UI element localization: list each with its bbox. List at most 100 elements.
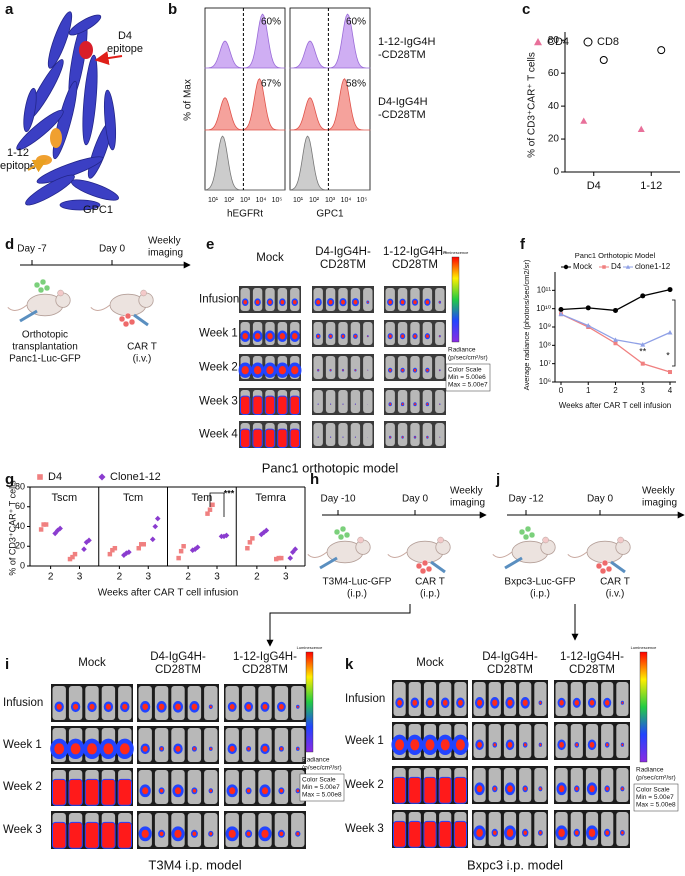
protein-ribbon <box>47 11 73 69</box>
mouse-image <box>534 768 547 802</box>
syringe <box>504 556 523 570</box>
signal <box>56 703 62 710</box>
marker <box>152 523 159 530</box>
mouse-image <box>422 423 433 446</box>
imaging-label: Weekly <box>450 486 483 497</box>
procedure-label: (i.p.) <box>347 589 367 600</box>
signal <box>209 705 212 709</box>
marker <box>667 287 673 293</box>
panel-letter: g <box>5 471 14 488</box>
imaging-label: imaging <box>148 248 183 259</box>
legend-label: -CD28TM <box>378 49 426 61</box>
legend-label: -CD28TM <box>378 109 426 121</box>
chart-title: Panc1 Orthotopic Model <box>575 251 656 260</box>
procedure-label: (i.p.) <box>420 589 440 600</box>
mouse-image <box>435 322 445 345</box>
x-tick-label: 2 <box>613 386 618 395</box>
percent-label: 60% <box>346 17 366 28</box>
marker <box>41 522 46 527</box>
signal <box>255 300 260 305</box>
panel-letter: f <box>520 236 526 253</box>
mouse-ear <box>617 536 624 544</box>
signal <box>413 368 417 372</box>
signal <box>477 741 482 748</box>
mouse-image <box>363 322 373 345</box>
marker <box>637 125 645 132</box>
day-label: Day -12 <box>508 494 543 505</box>
marker <box>247 540 253 545</box>
signal <box>264 428 276 448</box>
marker <box>668 370 672 375</box>
marker <box>176 555 181 561</box>
signal <box>317 436 319 438</box>
x-tick-label: 3 <box>283 572 289 583</box>
column-header: D4-IgG4H- <box>150 651 206 663</box>
scale-label: Max = 5.00e8 <box>636 802 676 809</box>
signal <box>242 333 248 340</box>
signal <box>413 300 417 305</box>
signal <box>389 403 392 406</box>
marker <box>223 532 230 539</box>
marker <box>583 37 593 47</box>
signal <box>342 436 344 438</box>
x-tick-label: 0 <box>559 386 564 395</box>
y-axis-label: % of CD3⁺CAR⁺ T cells <box>7 480 17 576</box>
y-tick-label: 10⁹ <box>539 322 551 331</box>
signal <box>439 403 441 405</box>
mouse-image <box>488 724 501 758</box>
x-axis-label: Weeks after CAR T cell infusion <box>98 588 239 599</box>
signal <box>621 743 624 746</box>
signal <box>453 820 467 848</box>
signal <box>209 747 212 750</box>
mouse-image <box>570 724 583 758</box>
signal <box>539 787 542 791</box>
histogram <box>289 13 371 69</box>
signal <box>493 830 497 835</box>
signal <box>229 787 236 795</box>
mouse-image <box>187 770 202 804</box>
signal <box>240 428 251 448</box>
x-tick-label: 2 <box>185 572 191 583</box>
signal <box>523 786 527 791</box>
y-tick-label: 10⁷ <box>539 359 551 368</box>
signal <box>246 788 251 793</box>
signal <box>477 699 483 706</box>
signal <box>68 778 83 806</box>
mouse-tail <box>387 551 408 558</box>
signal <box>117 821 132 849</box>
signal <box>84 778 100 806</box>
marker <box>210 502 215 508</box>
signal <box>589 700 595 706</box>
marker <box>292 546 299 553</box>
signal <box>296 789 300 793</box>
signal <box>539 831 542 835</box>
signal <box>388 300 392 305</box>
mouse-image <box>313 356 323 379</box>
mouse-image <box>187 728 202 762</box>
marker <box>112 545 118 551</box>
mouse-image <box>397 356 408 379</box>
signal <box>241 365 249 375</box>
histogram <box>204 13 286 69</box>
mouse-tail <box>492 551 513 558</box>
mouse-image <box>325 390 336 413</box>
epitope-label: D4 <box>118 30 132 42</box>
syringe <box>430 560 446 574</box>
signal <box>252 395 263 415</box>
mouse-image <box>338 356 348 379</box>
column-header: Mock <box>256 252 284 264</box>
signal <box>159 788 164 793</box>
signal <box>621 831 624 835</box>
signal <box>261 787 269 795</box>
signal <box>289 428 301 448</box>
signal <box>342 403 344 405</box>
mouse-image <box>385 356 395 379</box>
signal <box>408 820 422 848</box>
y-axis-label: % of CD3⁺CAR⁺ T cells <box>527 52 538 158</box>
mouse-image <box>313 322 323 345</box>
y-tick-label: 80 <box>548 35 560 46</box>
signal <box>575 830 579 835</box>
mouse-image <box>363 423 373 446</box>
signal <box>191 703 198 710</box>
signal <box>427 699 433 706</box>
